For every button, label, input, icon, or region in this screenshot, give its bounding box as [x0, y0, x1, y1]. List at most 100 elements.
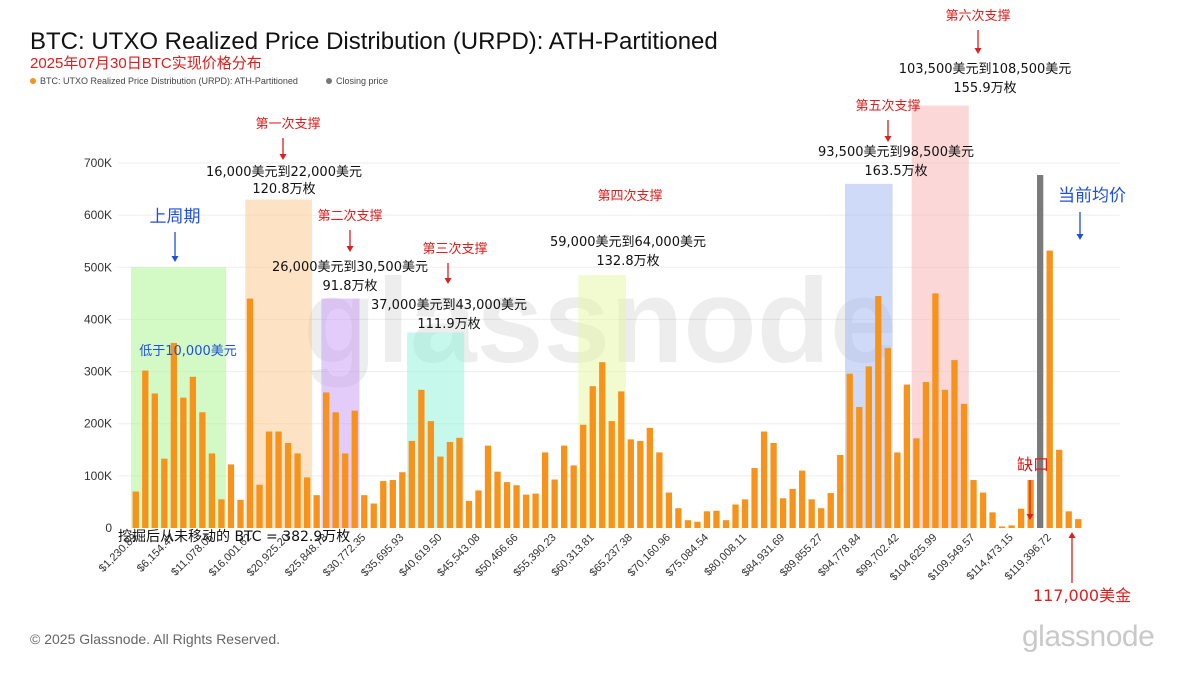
bar: [275, 431, 282, 528]
bar: [370, 503, 377, 528]
bar: [323, 392, 330, 528]
bar: [627, 439, 634, 528]
bar: [1008, 525, 1015, 528]
bar: [237, 499, 244, 528]
bar: [589, 386, 596, 528]
closing-price-bar: [1037, 174, 1044, 528]
bar: [989, 512, 996, 528]
bar: [170, 342, 177, 528]
bar: [846, 373, 853, 528]
support-1-amount: 120.8万枚: [252, 182, 315, 197]
gap-label: 缺口: [1017, 455, 1049, 474]
support-2-range: 26,000美元到30,500美元: [272, 260, 428, 275]
prev-cycle-arrow-icon: [171, 256, 179, 262]
chart-title: BTC: UTXO Realized Price Distribution (U…: [30, 28, 718, 55]
bar: [932, 293, 939, 528]
support-4-label: 第四次支撑: [597, 188, 662, 204]
bar: [246, 298, 254, 528]
bar: [818, 508, 825, 528]
bar: [979, 492, 987, 528]
bar: [256, 484, 263, 528]
y-tick-label: 700K: [84, 156, 112, 170]
price-117k-arrow-icon: [1068, 532, 1076, 538]
legend-label-urpd: BTC: UTXO Realized Price Distribution (U…: [40, 76, 298, 86]
y-tick-label: 0: [105, 521, 112, 535]
bar: [475, 490, 482, 528]
bar: [132, 491, 139, 528]
support-1-label: 第一次支撑: [255, 116, 320, 132]
bar: [656, 452, 663, 528]
bar: [418, 389, 425, 528]
y-tick-label: 500K: [84, 260, 112, 274]
bar: [303, 477, 311, 528]
copyright-text: © 2025 Glassnode. All Rights Reserved.: [30, 631, 281, 647]
bar: [827, 493, 834, 528]
bar: [199, 412, 206, 528]
bar: [484, 445, 492, 528]
support-6-arrow-icon: [974, 48, 982, 54]
bar: [751, 468, 758, 528]
bar: [875, 295, 882, 528]
bar: [1065, 511, 1072, 528]
bar: [218, 499, 225, 528]
bar: [342, 453, 349, 528]
legend-item-urpd[interactable]: BTC: UTXO Realized Price Distribution (U…: [30, 76, 298, 86]
bar: [1017, 508, 1025, 528]
legend-item-closing-price[interactable]: Closing price: [326, 76, 388, 86]
y-tick-label: 300K: [84, 365, 112, 379]
bar: [380, 481, 387, 528]
bar: [294, 453, 301, 528]
bar: [884, 348, 891, 528]
bar: [142, 370, 149, 528]
prev-cycle-note: 低于10,000美元: [139, 344, 237, 359]
bar: [389, 480, 396, 528]
bar: [779, 498, 787, 528]
y-tick-label: 200K: [84, 417, 112, 431]
bar: [713, 510, 720, 528]
support-6-amount: 155.9万枚: [953, 81, 1016, 96]
support-1-range: 16,000美元到22,000美元: [206, 165, 362, 180]
bar: [960, 403, 968, 528]
support-5-label: 第五次支撑: [855, 98, 920, 114]
bar: [599, 362, 606, 528]
support-2-amount: 91.8万枚: [323, 279, 378, 294]
bar: [446, 441, 454, 528]
support-3-amount: 111.9万枚: [417, 317, 480, 332]
bar: [789, 488, 796, 528]
bar: [532, 493, 539, 528]
bar: [951, 360, 958, 528]
bar: [1075, 519, 1082, 528]
bar: [894, 452, 901, 528]
region-support-3: [407, 332, 465, 528]
bar: [684, 520, 692, 528]
legend-dot-icon: [30, 78, 36, 84]
bar: [313, 495, 320, 528]
support-6-label: 第六次支撑: [945, 8, 1010, 24]
bar: [513, 485, 520, 528]
bar: [675, 508, 682, 528]
bar: [494, 471, 501, 528]
bar: [998, 526, 1006, 528]
bar: [1046, 250, 1053, 528]
bar: [284, 443, 292, 528]
bar: [913, 438, 920, 528]
bar: [608, 421, 615, 528]
chart-subtitle: 2025年07月30日BTC实现价格分布: [30, 55, 262, 72]
bar: [437, 456, 444, 528]
bar: [161, 458, 168, 528]
bar: [941, 389, 949, 528]
bar: [408, 440, 415, 528]
support-3-range: 37,000美元到43,000美元: [371, 298, 527, 313]
bar: [732, 504, 739, 528]
support-5-arrow-icon: [884, 136, 892, 142]
bar: [332, 412, 339, 528]
bar: [180, 397, 187, 528]
bar: [637, 440, 644, 528]
bar: [865, 366, 872, 528]
bar: [903, 384, 911, 528]
bar: [561, 445, 568, 528]
support-4-range: 59,000美元到64,000美元: [550, 235, 706, 250]
bar: [770, 443, 777, 528]
bar: [351, 410, 358, 528]
